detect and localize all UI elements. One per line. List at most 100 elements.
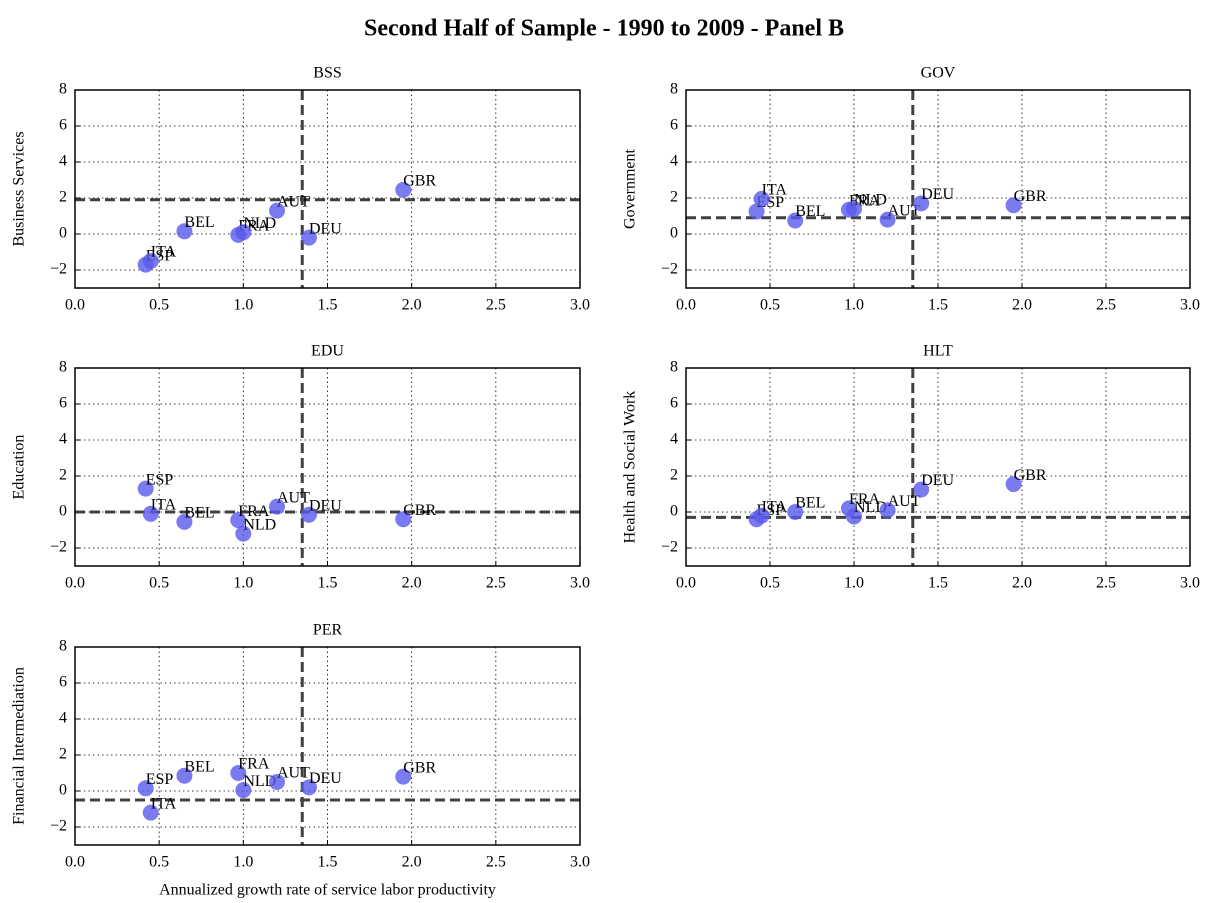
plot-frame [74, 646, 581, 846]
point-label: ESP [146, 771, 174, 788]
y-axis-label: Health and Social Work [622, 391, 639, 544]
point [235, 525, 252, 542]
point-label: NLD [854, 191, 887, 208]
plot-frame [74, 367, 581, 567]
point-label: GBR [1014, 188, 1047, 205]
point [787, 504, 804, 520]
y-tick-label: 4 [670, 431, 678, 448]
panel-title: GOV [921, 65, 956, 82]
point-label: DEU [921, 186, 954, 203]
x-tick-label: 0.5 [760, 297, 780, 314]
point-label: AUT [888, 202, 921, 219]
point [846, 508, 862, 525]
y-tick-label: 2 [670, 467, 678, 484]
y-tick-label: 0 [670, 225, 678, 242]
y-tick-label: 2 [670, 189, 678, 206]
x-tick-label: 1.5 [318, 297, 338, 314]
point-label: GBR [403, 759, 436, 776]
y-tick-label: 2 [59, 189, 67, 206]
point-label: ITA [151, 244, 177, 261]
y-axis-label: Education [11, 435, 28, 500]
point [395, 768, 412, 785]
y-axis-label: Financial Intermediation [11, 667, 28, 825]
point [1005, 197, 1022, 214]
y-tick-label: −2 [50, 539, 67, 556]
figure-title: Second Half of Sample - 1990 to 2009 - P… [364, 16, 844, 42]
y-tick-label: −2 [50, 261, 67, 278]
plot-frame [74, 89, 581, 289]
point [879, 502, 896, 519]
x-tick-label: 1.5 [318, 854, 338, 871]
y-tick-label: 0 [59, 782, 67, 799]
x-tick-label: 2.5 [1096, 575, 1116, 592]
x-tick-label: 2.5 [486, 297, 506, 314]
point [748, 203, 765, 220]
y-tick-label: 8 [670, 359, 678, 376]
x-tick-label: 2.0 [402, 297, 422, 314]
x-tick-label: 2.0 [402, 854, 422, 871]
x-tick-label: 2.5 [1096, 297, 1116, 314]
point [913, 481, 930, 498]
point [300, 229, 317, 246]
point [235, 782, 252, 799]
y-tick-label: 6 [670, 395, 678, 412]
point [787, 212, 804, 229]
y-tick-label: 6 [59, 674, 67, 691]
y-tick-label: −2 [661, 261, 678, 278]
point [879, 211, 896, 228]
point-label: ESP [146, 471, 174, 488]
point [753, 190, 770, 207]
y-tick-label: 0 [670, 503, 678, 520]
point [269, 774, 285, 790]
point-label: AUT [888, 493, 921, 510]
x-tick-label: 1.5 [318, 575, 338, 592]
point-label: DEU [309, 220, 342, 237]
point-label: AUT [277, 193, 310, 210]
x-tick-label: 1.0 [233, 297, 253, 314]
y-tick-label: 4 [670, 153, 678, 170]
y-tick-label: 6 [670, 117, 678, 134]
x-tick-label: 3.0 [1180, 297, 1200, 314]
point-label: ITA [762, 498, 788, 515]
x-tick-label: 0.0 [676, 297, 696, 314]
x-tick-label: 0.5 [149, 297, 169, 314]
x-tick-label: 1.5 [928, 575, 948, 592]
point-label: BEL [795, 203, 825, 220]
point-label: FRA [238, 503, 270, 520]
x-tick-label: 3.0 [570, 854, 590, 871]
point-label: ITA [151, 496, 177, 513]
point-label: NLD [243, 215, 276, 232]
point [1005, 476, 1022, 493]
x-axis-label: Annualized growth rate of service labor … [159, 882, 496, 899]
point [269, 498, 285, 515]
point-label: DEU [921, 472, 954, 489]
y-axis-label: Business Services [11, 131, 28, 246]
y-tick-label: 8 [670, 81, 678, 98]
point [235, 224, 252, 241]
point [176, 513, 193, 530]
y-tick-label: 8 [59, 81, 67, 98]
y-tick-label: 6 [59, 395, 67, 412]
point-label: BEL [184, 758, 214, 775]
x-tick-label: 0.5 [149, 575, 169, 592]
x-tick-label: 0.0 [676, 575, 696, 592]
y-axis-label: Government [622, 148, 639, 229]
point [142, 505, 159, 522]
point-label: NLD [243, 516, 276, 533]
y-tick-label: 4 [59, 153, 67, 170]
x-tick-label: 2.0 [1012, 575, 1032, 592]
point-label: AUT [277, 765, 310, 782]
point-label: DEU [309, 770, 342, 787]
point [300, 506, 317, 523]
panel-title: PER [313, 622, 343, 639]
point [142, 253, 159, 269]
point-label: BEL [795, 495, 825, 512]
point-label: FRA [238, 756, 270, 773]
point [269, 202, 285, 219]
x-tick-label: 0.0 [65, 575, 85, 592]
x-tick-label: 3.0 [570, 297, 590, 314]
point [395, 181, 412, 198]
x-tick-label: 0.0 [65, 297, 85, 314]
point-label: ITA [762, 182, 788, 199]
